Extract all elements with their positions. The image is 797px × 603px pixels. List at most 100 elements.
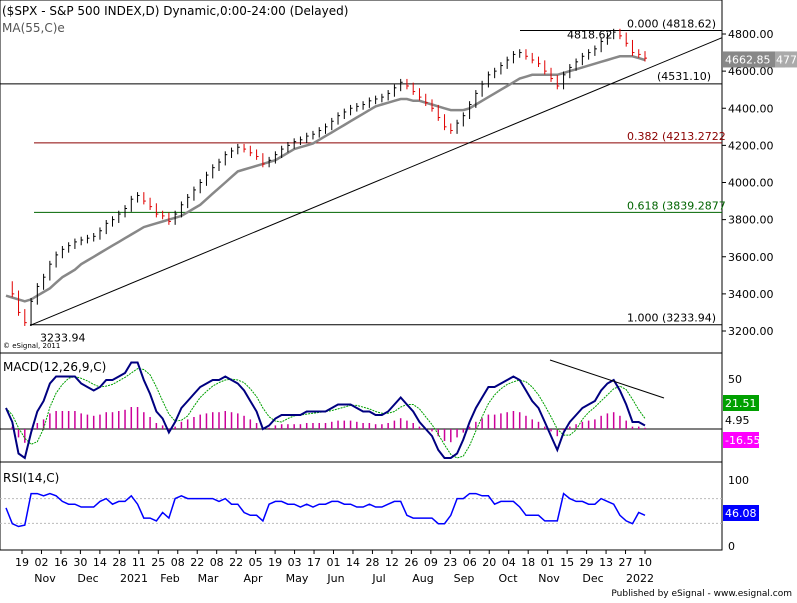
y-tick-label: 3800.00 [728,214,774,227]
rsi-line [5,492,646,528]
fib-label: 0.382 (4213.2722 [627,130,726,143]
rsi-panel [0,492,722,528]
macd-divergence-line [549,359,665,399]
low-annotation: 3233.94 [40,332,86,345]
macd-signal-line [5,368,646,459]
x-month-label: Feb [160,572,179,585]
x-tick-label: 17 [307,556,321,569]
x-month-label: May [286,572,309,585]
published-text: Published by eSignal - www.esignal.com [611,589,792,599]
x-tick-label: 14 [93,556,107,569]
x-tick-label: 14 [346,556,360,569]
y-tick-label: 4800.00 [728,28,774,41]
ma-label: MA(55,C)e [2,21,65,35]
y-tick-label: 4600.00 [728,65,774,78]
x-month-label: Oct [498,572,518,585]
rsi-y-tick-label: 0 [728,540,735,553]
fib-label: 0.618 (3839.2877 [627,199,726,212]
ma-line [5,55,646,303]
y-tick-label: 4200.00 [728,139,774,152]
fib-label: 0.000 (4818.62) [627,18,716,31]
x-month-label: Nov [538,572,560,585]
x-tick-label: 06 [463,556,477,569]
x-month-label: Jul [371,572,385,585]
x-month-label: Dec [582,572,603,585]
price-panel-frame [0,0,723,354]
rsi-panel-frame [0,461,723,551]
x-tick-label: 04 [502,556,516,569]
x-tick-label: 12 [385,556,399,569]
macd-readout: -16.55 [725,434,760,447]
y-tick-label: 3400.00 [728,288,774,301]
trendline [29,37,723,326]
x-tick-label: 25 [151,556,165,569]
x-tick-label: 30 [73,556,87,569]
macd-readout-box [723,432,759,448]
macd-readout: 21.51 [725,397,757,410]
x-tick-label: 08 [171,556,185,569]
x-tick-label: 02 [34,556,48,569]
macd-readout: 4.95 [725,414,750,427]
macd-readout-box [723,395,759,411]
y-tick-label: 4000.00 [728,177,774,190]
x-month-label: 2021 [120,572,148,585]
x-month-label: Sep [454,572,475,585]
x-tick-label: 05 [249,556,263,569]
x-month-label: Jun [326,572,344,585]
x-month-label: 2022 [626,572,654,585]
macd-line [5,361,646,460]
x-tick-label: 09 [424,556,438,569]
macd-title: MACD(12,26,9,C) [3,360,106,374]
x-tick-label: 29 [580,556,594,569]
last-price-label: 4662.85 [725,53,771,66]
last-price-suffix: 477 [776,53,797,66]
x-tick-label: 27 [619,556,633,569]
macd-y-tick-label: 50 [728,373,742,386]
x-tick-label: 03 [288,556,302,569]
x-tick-label: 28 [365,556,379,569]
x-month-label: Nov [34,572,56,585]
x-month-label: Dec [77,572,98,585]
rsi-readout-box [723,505,759,521]
fib-label: 1.000 (3233.94) [627,312,716,325]
x-month-label: Apr [243,572,263,585]
x-tick-label: 08 [210,556,224,569]
y-tick-label: 4400.00 [728,102,774,115]
x-tick-label: 01 [541,556,555,569]
x-tick-label: 11 [132,556,146,569]
x-tick-label: 13 [599,556,613,569]
macd-panel-frame [0,352,723,463]
x-month-label: Mar [198,572,219,585]
axis-labels: 4800.00 4600.00 4400.00 4200.00 4000.00 3800.… [15,28,797,585]
y-tick-label: 3600.00 [728,251,774,264]
x-tick-label: 26 [404,556,418,569]
last-price-box [723,51,785,68]
rsi-title: RSI(14,C) [3,471,59,485]
rsi-y-tick-label: 100 [728,474,749,487]
price-panel: 0.000 (4818.62) 0.382 (4213.2722 0.618 (38… [0,18,726,345]
x-tick-label: 23 [443,556,457,569]
x-tick-label: 16 [54,556,68,569]
macd-panel [0,359,722,460]
x-tick-label: 19 [15,556,29,569]
y-tick-label: 3200.00 [728,325,774,338]
x-tick-label: 19 [268,556,282,569]
x-tick-label: 10 [638,556,652,569]
x-tick-label: 22 [229,556,243,569]
chart-title: ($SPX - S&P 500 INDEX,D) Dynamic,0:00-24… [2,4,348,18]
x-tick-label: 28 [112,556,126,569]
x-tick-label: 18 [521,556,535,569]
support-label: (4531.10) [657,70,711,83]
x-month-label: Aug [412,572,433,585]
x-tick-label: 15 [560,556,574,569]
high-annotation: 4818.62 [567,29,613,42]
x-tick-label: 20 [482,556,496,569]
copyright-text: © eSignal, 2011 [3,342,60,350]
x-tick-label: 22 [190,556,204,569]
last-price-suffix-box [775,51,797,68]
macd-readout-box [723,412,759,428]
rsi-readout: 46.08 [725,507,757,520]
x-tick-label: 01 [327,556,341,569]
